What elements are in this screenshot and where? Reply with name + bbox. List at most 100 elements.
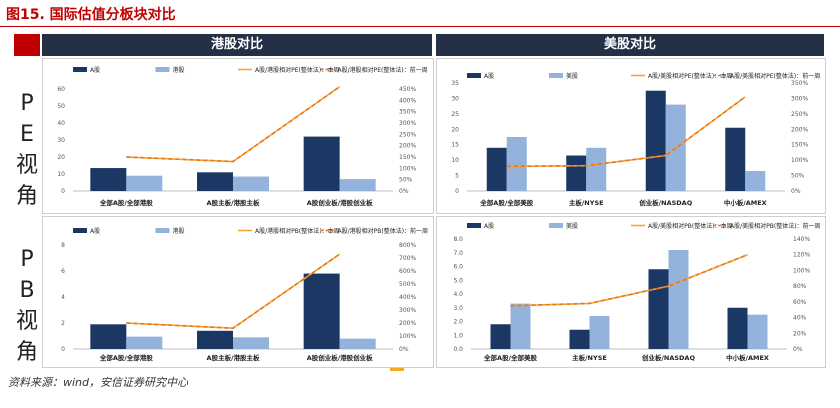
row-label-pe-char: 角 <box>15 184 38 209</box>
legend-swatch <box>549 73 563 78</box>
y-tick-label-left: 40 <box>57 120 65 127</box>
y-tick-label-left: 2.0 <box>453 319 463 326</box>
bar <box>727 307 748 349</box>
row-label-pe-char: 视 <box>15 153 38 178</box>
chart-panel-pb-hk: A股 港股 A股/港股相对PB(整体法)：本周 A股/港股相对PB(整体法)：前一周 0… <box>42 216 434 368</box>
title-rule <box>0 26 840 27</box>
x-tick-label: 创业板/NASDAQ <box>641 353 695 362</box>
legend-entry: A股/港股相对PB(整体法)：前一周 <box>338 227 429 235</box>
y-tick-label-right: 450% <box>399 86 416 93</box>
y-tick-label-right: 100% <box>791 157 808 164</box>
y-tick-label-left: 4 <box>61 294 65 301</box>
series-line <box>126 86 341 163</box>
row-label-pb-char: 角 <box>15 340 38 365</box>
header-us-comparison: 美股对比 <box>436 34 824 56</box>
bar <box>589 316 610 349</box>
y-tick-label-right: 200% <box>791 126 808 133</box>
legend-swatch <box>73 67 87 72</box>
bar <box>510 303 531 349</box>
legend-entry: 美股 <box>566 222 578 230</box>
bar <box>126 175 163 191</box>
bar <box>747 314 768 349</box>
bar <box>725 127 746 191</box>
x-tick-label: 全部A股/全部港股 <box>99 353 153 362</box>
y-tick-label-right: 300% <box>791 95 808 102</box>
bar <box>90 324 127 349</box>
row-label-pb-char: 视 <box>15 309 38 334</box>
y-tick-label-left: 0.0 <box>453 346 463 353</box>
bar <box>126 336 163 349</box>
legend-entry: A股/美股相对PE(整体法)：前一周 <box>730 72 820 80</box>
y-tick-label-right: 40% <box>793 315 807 322</box>
chart-panel-pe-hk: A股 港股 A股/港股相对PE(整体法)：本周 A股/港股相对PE(整体法)：前一周 0… <box>42 58 434 214</box>
y-tick-label-right: 100% <box>793 267 810 274</box>
bar <box>233 337 269 349</box>
legend-entry: A股/美股相对PB(整体法)：前一周 <box>730 222 821 230</box>
row-label-pb-char: P <box>20 247 34 272</box>
y-tick-label-left: 8 <box>61 242 65 249</box>
corner-block <box>14 34 40 56</box>
y-tick-label-right: 100% <box>399 165 416 172</box>
legend-swatch <box>155 228 170 233</box>
legend-entry: A股 <box>90 67 100 74</box>
y-tick-label-right: 0% <box>793 346 803 353</box>
y-tick-label-right: 200% <box>399 320 416 327</box>
header-hk-comparison: 港股对比 <box>42 34 432 56</box>
bar <box>233 176 269 191</box>
chart-panel-pb-us: A股 美股 A股/美股相对PB(整体法)：本周 A股/美股相对PB(整体法)：前一周 0… <box>436 216 826 368</box>
y-tick-label-left: 30 <box>451 95 459 102</box>
y-tick-label-left: 7.0 <box>453 250 463 257</box>
y-tick-label-right: 600% <box>399 268 416 275</box>
legend-entry: A股 <box>484 223 494 230</box>
y-tick-label-left: 60 <box>57 86 65 93</box>
legend-entry: A股 <box>484 73 494 80</box>
y-tick-label-right: 800% <box>399 242 416 249</box>
x-tick-label: 全部A股/全部美股 <box>479 198 533 207</box>
row-label-pb: P B 视 角 <box>14 244 40 368</box>
y-tick-label-right: 350% <box>791 80 808 87</box>
y-tick-label-left: 0 <box>61 188 65 195</box>
bar <box>569 329 590 349</box>
y-tick-label-right: 300% <box>399 120 416 127</box>
y-tick-label-left: 30 <box>57 137 65 144</box>
y-tick-label-right: 60% <box>793 299 807 306</box>
y-tick-label-right: 0% <box>791 188 801 195</box>
source-note: 资料来源：wind，安信证券研究中心 <box>8 376 189 389</box>
y-tick-label-right: 20% <box>793 330 807 337</box>
y-tick-label-left: 0 <box>61 346 65 353</box>
series-line <box>506 96 746 168</box>
bar <box>645 90 666 191</box>
y-tick-label-right: 400% <box>399 294 416 301</box>
y-tick-label-left: 3.0 <box>453 305 463 312</box>
y-tick-label-right: 700% <box>399 255 416 262</box>
y-tick-label-right: 250% <box>399 131 416 138</box>
y-tick-label-left: 8.0 <box>453 236 463 243</box>
y-tick-label-left: 10 <box>57 171 65 178</box>
legend-entry: A股/港股相对PB(整体法)：本周 <box>255 227 340 235</box>
row-label-pe-char: P <box>20 91 34 116</box>
row-label-pe: P E 视 角 <box>14 88 40 212</box>
y-tick-label-right: 350% <box>399 109 416 116</box>
x-tick-label: 创业板/NASDAQ <box>638 198 692 207</box>
legend-entry: A股/港股相对PE(整体法)：本周 <box>255 66 339 74</box>
series-line <box>510 253 748 307</box>
y-tick-label-left: 0 <box>455 188 459 195</box>
legend-entry: A股/港股相对PE(整体法)：前一周 <box>338 66 428 74</box>
y-tick-label-left: 50 <box>57 103 65 110</box>
legend-swatch <box>467 223 481 228</box>
y-tick-label-right: 0% <box>399 188 409 195</box>
legend-swatch <box>549 223 563 228</box>
x-tick-label: 主板/NYSE <box>572 353 607 362</box>
y-tick-label-right: 150% <box>791 142 808 149</box>
y-tick-label-left: 20 <box>451 126 459 133</box>
bar <box>339 179 376 191</box>
bar <box>339 338 376 349</box>
figure-title: 图15. 国际估值分板块对比 <box>6 7 176 23</box>
bar <box>303 136 340 191</box>
x-tick-label: 全部A股/全部港股 <box>99 198 153 207</box>
x-tick-label: A股主板/港股主板 <box>207 353 260 362</box>
